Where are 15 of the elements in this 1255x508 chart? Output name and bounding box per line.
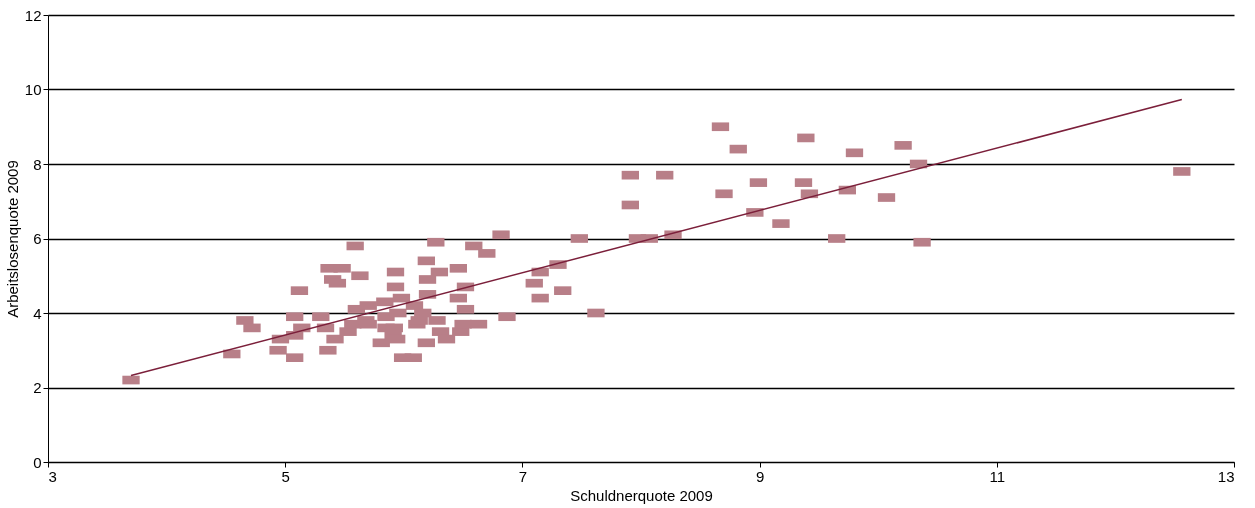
x-tick-label: 3 bbox=[48, 467, 57, 485]
y-tick-label: 10 bbox=[24, 81, 42, 98]
y-tick-label: 12 bbox=[24, 6, 42, 24]
y-tick-label: 8 bbox=[33, 155, 42, 173]
y-tick-label: 4 bbox=[33, 304, 42, 322]
y-tick-label: 0 bbox=[33, 453, 42, 471]
x-tick-label: 13 bbox=[1217, 467, 1235, 485]
x-tick-label: 9 bbox=[755, 467, 765, 485]
y-tick-label: 6 bbox=[33, 230, 42, 247]
y-axis-title: Arbeitslosenquote 2009 bbox=[3, 160, 21, 318]
x-axis-title: Schuldnerquote 2009 bbox=[570, 486, 713, 504]
x-tick-label: 7 bbox=[518, 467, 528, 485]
x-tick-label: 11 bbox=[989, 467, 1006, 485]
y-tick-label: 2 bbox=[33, 379, 42, 396]
x-tick-label: 5 bbox=[281, 467, 290, 485]
